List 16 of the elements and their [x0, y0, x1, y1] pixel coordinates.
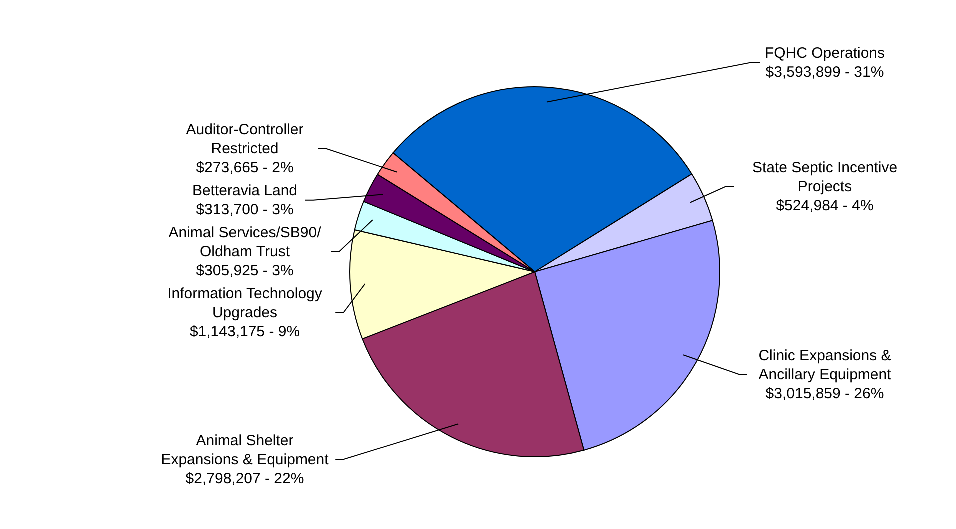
- data-label: $1,143,175 - 9%: [190, 324, 300, 341]
- data-label: $3,015,859 - 26%: [766, 385, 884, 402]
- slice-label: State Septic Incentive Projects: [752, 159, 898, 196]
- slice-label: Auditor-Controller Restricted: [186, 122, 304, 158]
- data-label: $273,665 - 2%: [196, 160, 294, 177]
- slice-label: Animal Services/SB90/ Oldham Trust: [168, 224, 322, 261]
- slice-label: FQHC Operations: [764, 44, 886, 62]
- slice-label: Animal Shelter Expansions & Equipment: [161, 432, 330, 468]
- data-label: $305,925 - 3%: [196, 262, 294, 280]
- data-label: $2,798,207 - 22%: [186, 470, 304, 488]
- slice-label: Betteravia Land: [192, 182, 298, 200]
- data-label: $524,984 - 4%: [776, 197, 874, 214]
- data-label: $313,700 - 3%: [196, 202, 294, 219]
- slice-label: Clinic Expansions & Ancillary Equipment: [758, 347, 892, 384]
- slice-label: Information Technology Upgrades: [168, 286, 323, 322]
- data-label: $3,593,899 - 31%: [766, 64, 884, 81]
